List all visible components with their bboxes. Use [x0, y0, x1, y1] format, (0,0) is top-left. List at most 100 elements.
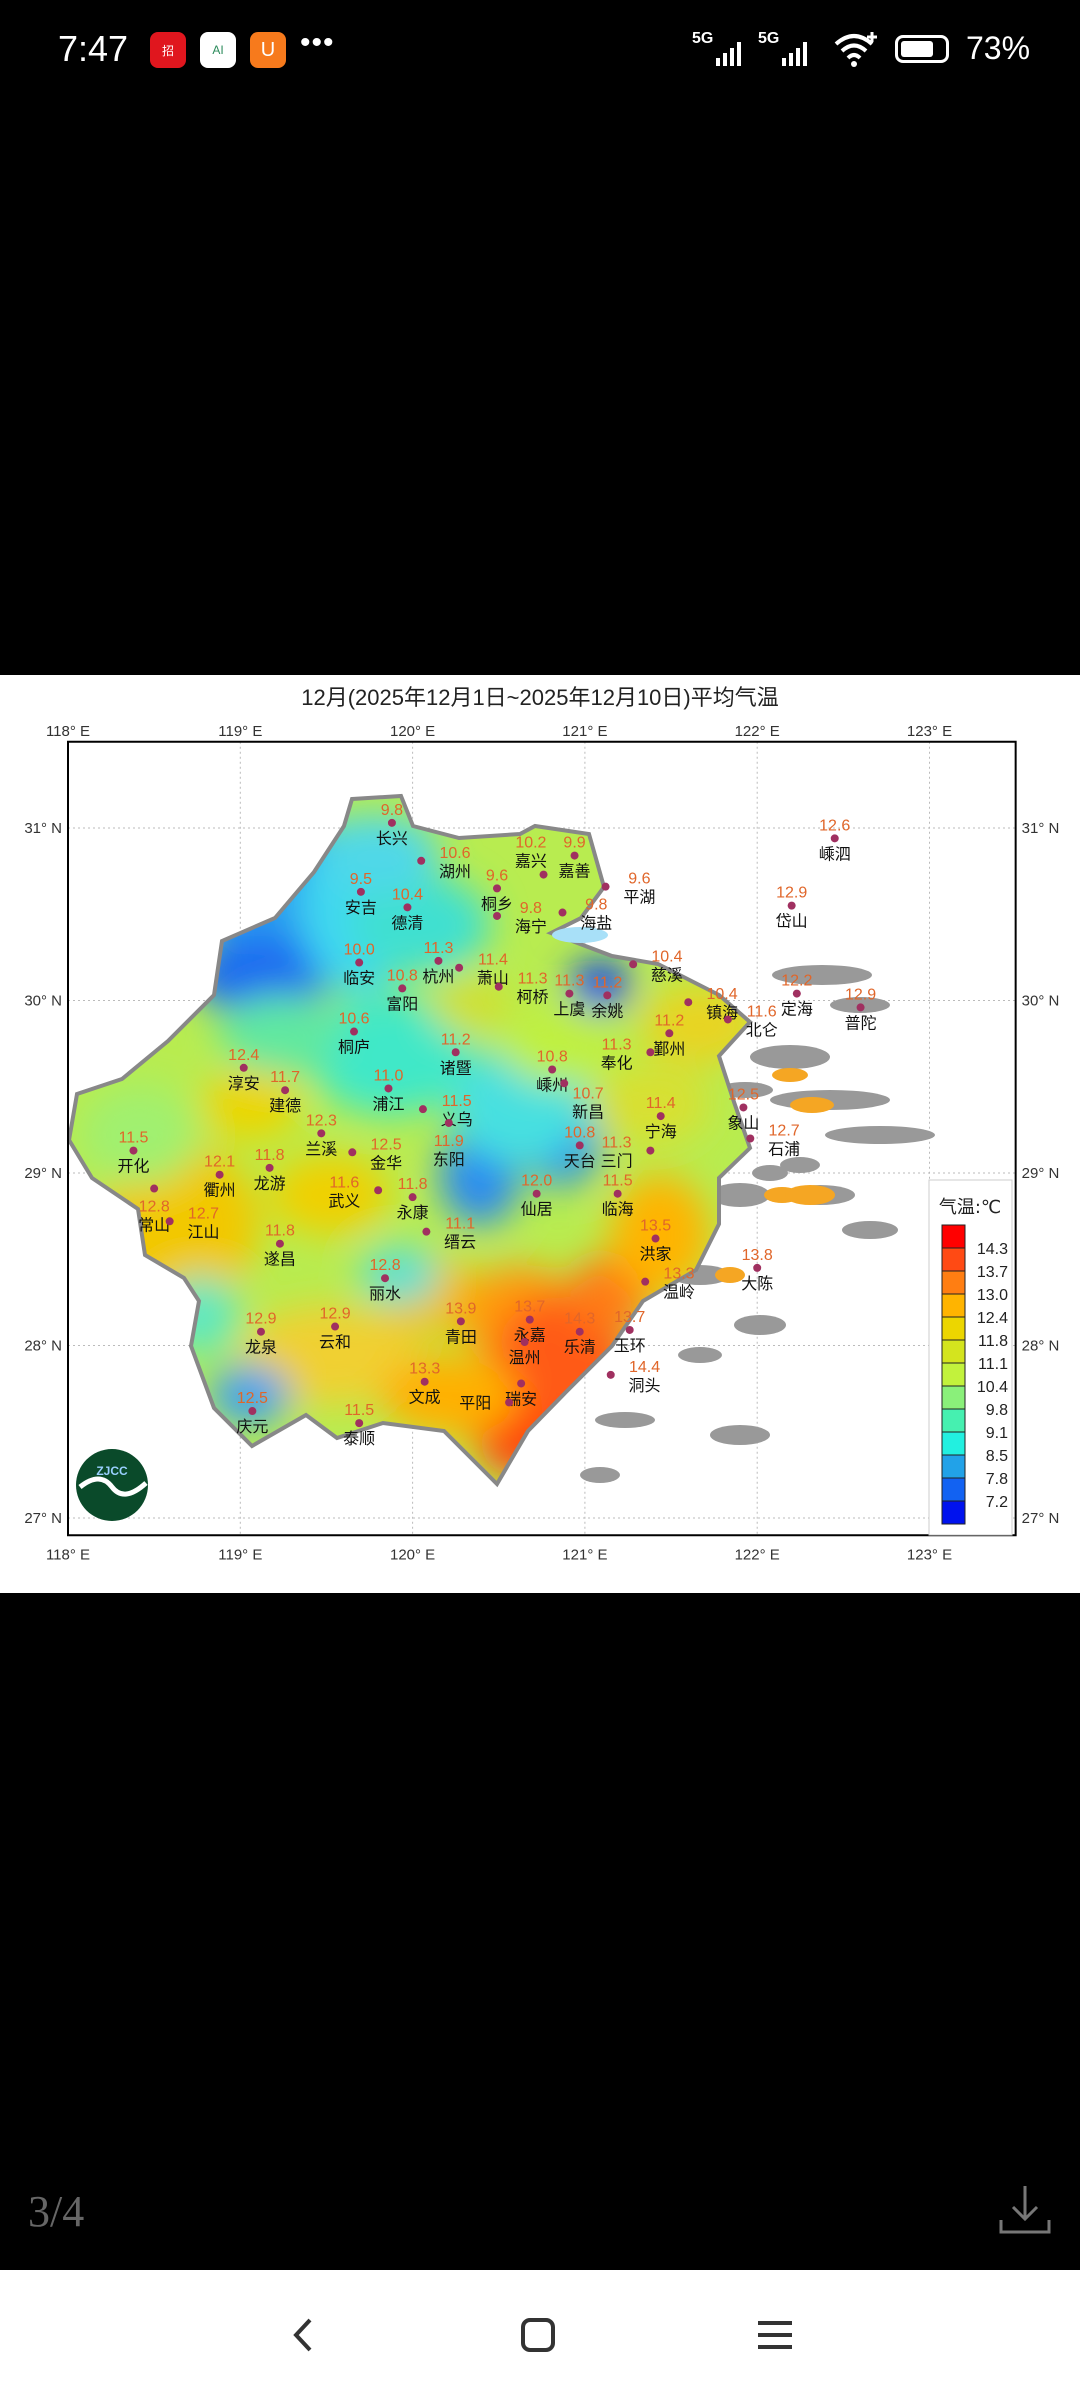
station-嵊泗: 12.6 嵊泗 — [819, 817, 851, 863]
station-value: 10.6 — [439, 845, 470, 862]
app-ai-house-icon: AI — [200, 32, 236, 68]
station-龙游: 11.8 龙游 — [254, 1147, 286, 1193]
back-button[interactable] — [268, 2300, 338, 2370]
station-洪家: 13.5 洪家 — [640, 1218, 672, 1264]
station-温岭: 13.3温岭 — [641, 1266, 695, 1302]
legend-swatch — [941, 1454, 966, 1479]
station-dot — [517, 1379, 526, 1388]
lon-tick-label-top: 122° E — [735, 723, 780, 740]
station-name: 三门 — [601, 1152, 633, 1171]
station-value: 12.9 — [776, 885, 807, 902]
sim2-label: 5G — [758, 30, 780, 47]
lat-tick-label-left: 28° N — [24, 1338, 62, 1355]
station-庆元: 12.5 庆元 — [236, 1390, 268, 1436]
legend-swatch — [941, 1500, 966, 1525]
legend-label: 11.1 — [978, 1356, 1008, 1373]
station-dot — [420, 1377, 429, 1386]
lon-tick-label-bottom: 120° E — [390, 1546, 435, 1563]
station-value: 11.0 — [374, 1067, 404, 1084]
station-name: 安吉 — [345, 898, 377, 917]
station-name: 奉化 — [601, 1053, 633, 1072]
station-name: 嘉善 — [559, 862, 591, 881]
station-name: 乐清 — [564, 1338, 596, 1357]
province-outline — [66, 793, 753, 1488]
station-value: 10.4 — [392, 886, 423, 903]
station-江山: 12.7江山 — [165, 1205, 219, 1241]
image-viewer-panel[interactable]: 12月(2025年12月1日~2025年12月10日)平均气温 118° E 11… — [0, 675, 1080, 1593]
station-dot — [565, 989, 574, 998]
station-name: 天台 — [564, 1151, 596, 1170]
station-name: 温岭 — [663, 1283, 695, 1302]
station-dot — [408, 1193, 417, 1202]
wifi-icon — [834, 32, 877, 67]
legend-label: 14.3 — [977, 1241, 1008, 1258]
station-衢州: 12.1 衢州 — [204, 1154, 236, 1200]
clock: 7:47 — [58, 28, 129, 69]
station-value: 12.2 — [781, 973, 812, 990]
status-bar: 7:47 招 AI U ••• 5G 5G 73% — [0, 0, 1080, 100]
qiantang-estuary — [552, 927, 608, 943]
station-name: 北仑 — [746, 1020, 778, 1039]
station-name: 上虞 — [553, 1000, 585, 1019]
station-dot — [444, 1118, 453, 1127]
station-dot — [281, 1086, 290, 1095]
station-dot — [317, 1129, 326, 1138]
legend-label: 12.4 — [977, 1310, 1008, 1327]
station-value: 12.8 — [369, 1257, 400, 1274]
station-name: 桐乡 — [481, 894, 513, 913]
station-湖州: 10.6湖州 — [417, 845, 471, 881]
station-dot — [348, 1148, 357, 1157]
station-龙泉: 12.9 龙泉 — [245, 1311, 277, 1357]
station-value: 11.8 — [255, 1147, 285, 1164]
station-name: 鄞州 — [653, 1039, 685, 1058]
station-dot — [165, 1217, 174, 1226]
legend-swatch — [941, 1224, 966, 1249]
station-dot — [723, 1015, 732, 1024]
station-name: 嘉兴 — [515, 851, 547, 870]
station-嘉善: 9.9 嘉善 — [559, 835, 591, 881]
station-dot — [248, 1407, 257, 1416]
station-海盐: 9.8海盐 — [558, 897, 612, 933]
station-大陈: 13.8 大陈 — [741, 1247, 773, 1293]
station-value: 12.9 — [245, 1311, 276, 1328]
station-永康: 11.8 永康 — [397, 1176, 429, 1222]
island — [842, 1221, 898, 1239]
station-dot — [434, 956, 443, 965]
page-indicator: 3/4 — [28, 2187, 85, 2236]
station-name: 普陀 — [845, 1013, 877, 1032]
station-value: 11.4 — [646, 1095, 676, 1112]
station-dot — [665, 1029, 674, 1038]
station-dot — [603, 991, 612, 1000]
station-value: 10.4 — [707, 986, 738, 1003]
station-德清: 10.4 德清 — [391, 886, 423, 932]
station-name: 德清 — [391, 913, 423, 932]
battery-icon — [895, 35, 949, 63]
home-button[interactable] — [503, 2300, 573, 2370]
station-value: 10.7 — [573, 1086, 604, 1103]
station-value: 9.8 — [585, 897, 607, 914]
station-新昌: 10.7新昌 — [560, 1079, 604, 1122]
lon-tick-label-bottom: 121° E — [562, 1546, 607, 1563]
station-三门: 11.3三门 — [601, 1135, 655, 1171]
station-name: 丽水 — [369, 1284, 401, 1303]
station-value: 14.4 — [629, 1359, 660, 1376]
station-平湖: 9.6平湖 — [601, 871, 655, 907]
station-name: 云和 — [319, 1333, 351, 1352]
menu-button[interactable] — [740, 2300, 810, 2370]
station-dot — [275, 1239, 284, 1248]
lat-tick-label-right: 27° N — [1022, 1510, 1060, 1527]
station-value: 13.5 — [640, 1218, 671, 1235]
station-嘉兴: 10.2嘉兴 — [515, 834, 548, 879]
sim1-label: 5G — [692, 30, 714, 47]
download-icon[interactable] — [995, 2180, 1055, 2240]
station-name: 海宁 — [515, 917, 547, 936]
station-dot — [356, 887, 365, 896]
station-value: 12.5 — [728, 1086, 759, 1103]
station-value: 11.3 — [423, 940, 453, 957]
station-常山: 12.8常山 — [138, 1184, 170, 1235]
station-value: 12.7 — [769, 1123, 800, 1140]
station-dot — [451, 1048, 460, 1057]
station-value: 10.8 — [387, 967, 418, 984]
station-name: 瑞安 — [505, 1389, 537, 1408]
station-name: 临安 — [343, 969, 375, 988]
